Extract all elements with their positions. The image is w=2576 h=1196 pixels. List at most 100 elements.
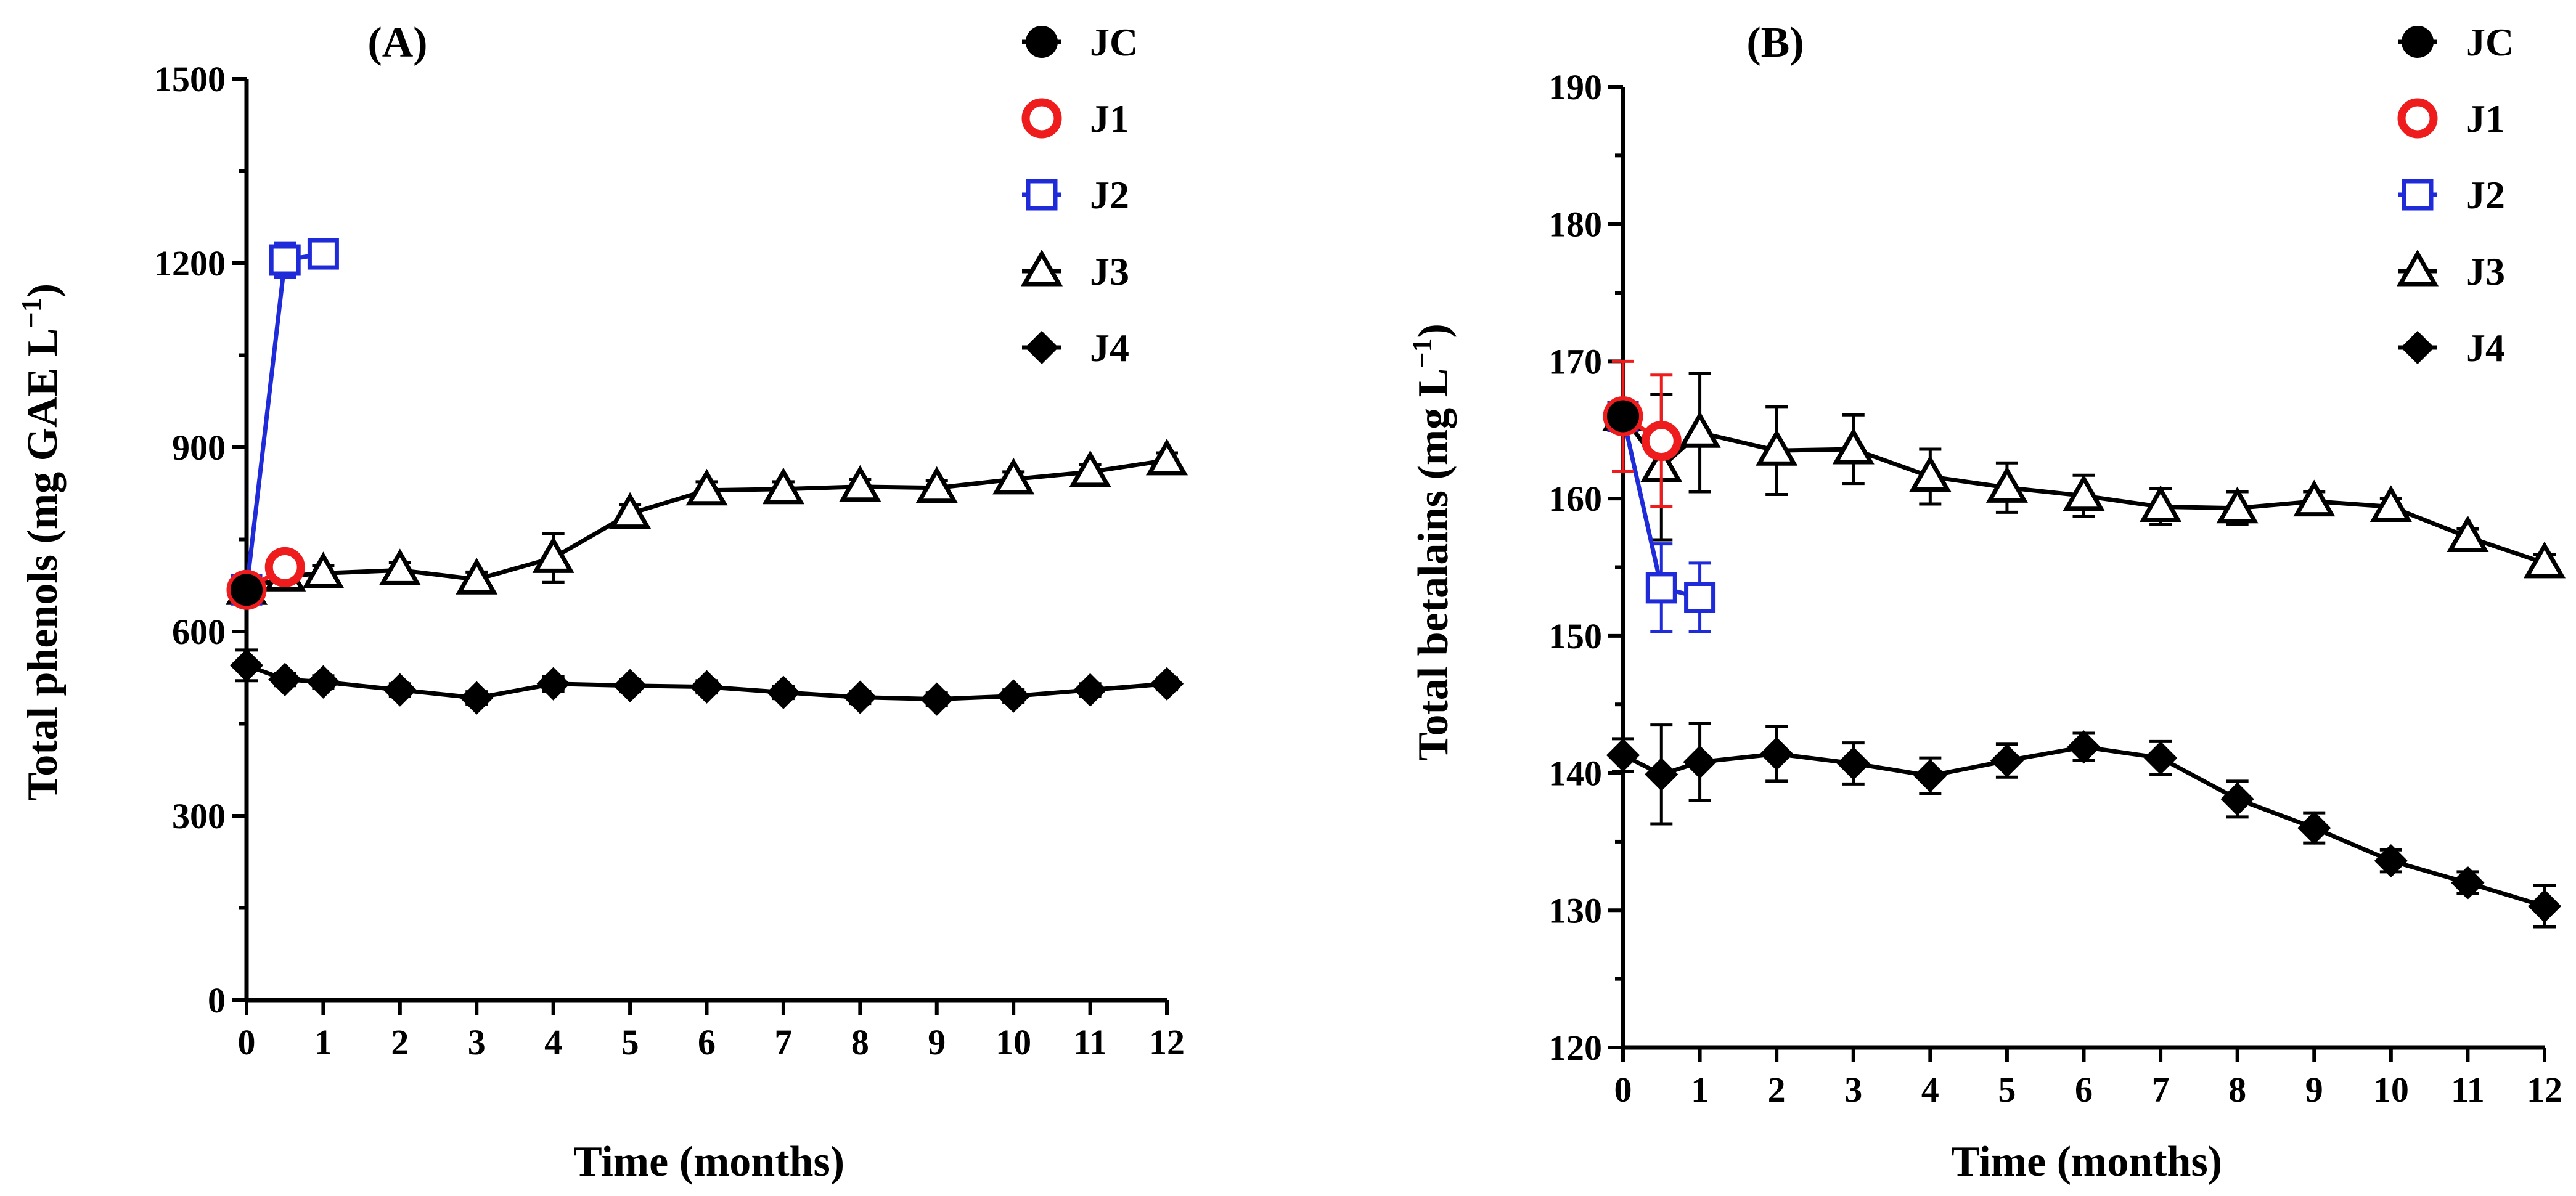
series-j3 bbox=[225, 438, 1188, 605]
data-point bbox=[2527, 889, 2562, 923]
data-point bbox=[264, 547, 305, 587]
y-axis-title: Total phenols (mg GAE L−1) bbox=[15, 283, 67, 801]
data-point bbox=[1641, 421, 1682, 462]
data-point bbox=[1606, 738, 1640, 772]
data-point bbox=[762, 467, 804, 505]
data-point bbox=[383, 673, 417, 707]
data-point bbox=[378, 548, 421, 585]
data-point bbox=[2297, 811, 2331, 845]
data-point bbox=[1073, 673, 1107, 707]
data-point bbox=[1645, 757, 1678, 791]
data-point bbox=[766, 675, 801, 709]
data-point bbox=[2063, 474, 2105, 511]
legend-label: J3 bbox=[1090, 250, 1129, 293]
legend-marker bbox=[1024, 330, 1059, 365]
series-j1 bbox=[1603, 359, 1682, 509]
data-point bbox=[1836, 746, 1870, 781]
data-point bbox=[685, 468, 728, 506]
y-tick-label: 0 bbox=[208, 980, 226, 1020]
y-tick-label: 1500 bbox=[154, 59, 226, 99]
x-tick-label: 4 bbox=[544, 1022, 562, 1062]
data-point bbox=[1909, 455, 1952, 492]
legend-marker bbox=[1021, 98, 1062, 139]
x-tick-label: 1 bbox=[1691, 1070, 1709, 1110]
x-tick-label: 5 bbox=[1998, 1070, 2016, 1110]
x-tick-label: 12 bbox=[1149, 1022, 1185, 1062]
data-point bbox=[609, 492, 652, 529]
data-point bbox=[1683, 745, 1717, 779]
data-point bbox=[1678, 411, 1721, 448]
data-point bbox=[2374, 844, 2408, 878]
legend-label: JC bbox=[2466, 20, 2514, 64]
series-jc bbox=[1607, 400, 1639, 433]
legend-marker bbox=[2402, 26, 2434, 58]
data-point bbox=[269, 244, 301, 276]
x-axis-title: Time (months) bbox=[573, 1138, 844, 1186]
data-point bbox=[2523, 541, 2566, 579]
y-tick-label: 180 bbox=[1548, 205, 1602, 245]
data-point bbox=[1913, 759, 1947, 793]
y-tick-label: 130 bbox=[1548, 890, 1602, 930]
data-point bbox=[2220, 782, 2254, 816]
data-point bbox=[229, 648, 264, 682]
y-tick-label: 900 bbox=[172, 428, 226, 468]
data-point bbox=[839, 465, 881, 502]
data-point bbox=[690, 670, 724, 704]
data-point bbox=[268, 662, 302, 696]
data-point bbox=[992, 457, 1035, 495]
x-tick-label: 3 bbox=[1844, 1070, 1862, 1110]
x-tick-label: 10 bbox=[2373, 1070, 2409, 1110]
x-tick-label: 1 bbox=[314, 1022, 332, 1062]
legend-marker bbox=[2397, 98, 2438, 139]
legend-label: J1 bbox=[2466, 97, 2505, 140]
series-j4 bbox=[1606, 722, 2562, 929]
data-point bbox=[1069, 450, 1111, 487]
data-point bbox=[1145, 438, 1188, 476]
y-tick-label: 1200 bbox=[154, 243, 226, 283]
x-tick-label: 9 bbox=[928, 1022, 946, 1062]
data-point bbox=[306, 665, 340, 699]
x-axis-title: Time (months) bbox=[1951, 1138, 2222, 1186]
x-tick-label: 10 bbox=[996, 1022, 1031, 1062]
series-j4 bbox=[229, 648, 1184, 716]
data-point bbox=[920, 682, 954, 716]
legend-label: J2 bbox=[2466, 173, 2505, 217]
x-tick-label: 2 bbox=[391, 1022, 409, 1062]
legend-label: JC bbox=[1090, 20, 1138, 64]
data-point bbox=[460, 681, 494, 715]
legend-label: J4 bbox=[2466, 326, 2505, 370]
data-point bbox=[536, 667, 570, 701]
data-point bbox=[532, 536, 574, 573]
legend-label: J3 bbox=[2466, 250, 2505, 293]
y-axis-title: Total betalains (mg L−1) bbox=[1406, 323, 1457, 761]
data-point bbox=[2143, 741, 2178, 775]
series-line bbox=[1622, 744, 2546, 908]
y-tick-label: 600 bbox=[172, 612, 226, 652]
y-tick-label: 300 bbox=[172, 796, 226, 836]
x-tick-label: 12 bbox=[2527, 1070, 2562, 1110]
y-tick-label: 120 bbox=[1548, 1028, 1602, 1068]
data-point bbox=[2216, 486, 2259, 524]
data-point bbox=[231, 574, 263, 606]
data-point bbox=[1985, 466, 2028, 503]
data-point bbox=[1990, 744, 2024, 778]
data-point bbox=[1684, 581, 1716, 613]
panel-label: (B) bbox=[1746, 19, 1804, 67]
x-tick-label: 8 bbox=[851, 1022, 869, 1062]
panel-label: (A) bbox=[367, 19, 427, 67]
x-tick-label: 6 bbox=[2075, 1070, 2093, 1110]
data-point bbox=[843, 680, 877, 714]
legend-marker bbox=[2396, 249, 2439, 287]
legend-marker bbox=[1020, 249, 1063, 287]
legend-label: J4 bbox=[1090, 326, 1129, 370]
data-point bbox=[1832, 427, 1875, 465]
legend-marker bbox=[1026, 26, 1058, 58]
x-tick-label: 11 bbox=[2451, 1070, 2485, 1110]
x-tick-label: 7 bbox=[774, 1022, 792, 1062]
x-tick-label: 4 bbox=[1921, 1070, 1939, 1110]
x-tick-label: 8 bbox=[2228, 1070, 2246, 1110]
x-tick-label: 2 bbox=[1768, 1070, 1786, 1110]
